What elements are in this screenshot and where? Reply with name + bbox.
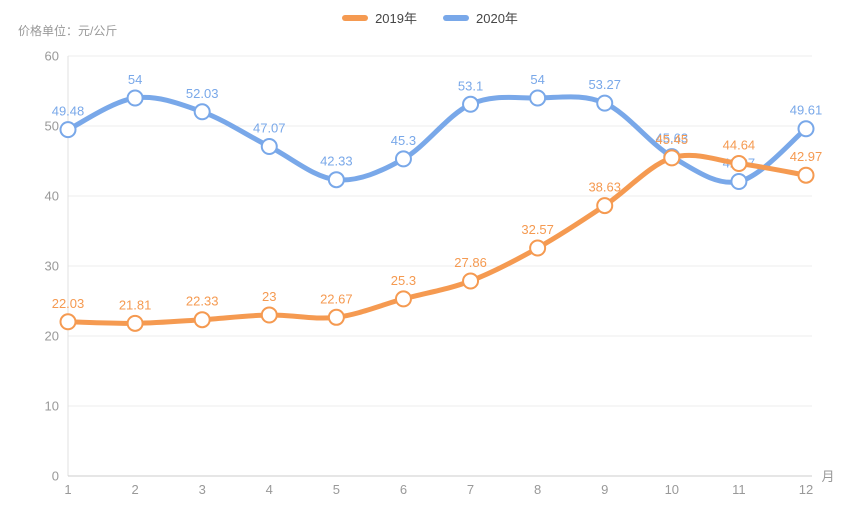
x-axis-tick-label: 12 — [799, 482, 813, 497]
data-point-2020-m5[interactable] — [327, 171, 345, 189]
data-label-2020-m12: 49.61 — [790, 103, 823, 118]
x-axis-tick-label: 10 — [665, 482, 679, 497]
data-label-2019-m2: 21.81 — [119, 297, 152, 312]
data-label-2020-m4: 47.07 — [253, 121, 286, 136]
data-label-2019-m12: 42.97 — [790, 149, 823, 164]
y-axis-unit-label: 价格单位：元/公斤 — [18, 24, 118, 38]
x-axis-tick-label: 6 — [400, 482, 407, 497]
data-point-2020-m1[interactable] — [59, 121, 77, 139]
data-point-2020-m12[interactable] — [797, 120, 815, 138]
x-axis-name-label: 月 — [821, 469, 834, 484]
data-point-2019-m2[interactable] — [126, 314, 144, 332]
data-label-2020-m1: 49.48 — [52, 104, 85, 119]
data-point-2019-m6[interactable] — [394, 290, 412, 308]
data-label-2019-m11: 44.64 — [723, 138, 756, 153]
y-axis-tick-label: 20 — [45, 329, 59, 344]
y-axis-tick-label: 30 — [45, 259, 59, 274]
data-point-2020-m8[interactable] — [529, 89, 547, 107]
x-axis-tick-label: 1 — [64, 482, 71, 497]
series-line-2020 — [65, 94, 809, 185]
x-axis-tick-label: 9 — [601, 482, 608, 497]
data-point-2019-m11[interactable] — [730, 155, 748, 173]
series-line-2019 — [65, 152, 809, 326]
data-label-2019-m10: 45.45 — [656, 132, 689, 147]
data-label-2019-m8: 32.57 — [521, 222, 554, 237]
data-label-2020-m10: 45.63 — [656, 131, 689, 146]
data-label-2020-m2: 54 — [128, 72, 142, 87]
legend-item-label: 2020年 — [476, 11, 518, 26]
x-axis-tick-label: 3 — [199, 482, 206, 497]
data-point-2019-m1[interactable] — [59, 313, 77, 331]
y-axis-tick-label: 40 — [45, 189, 59, 204]
data-label-2019-m6: 25.3 — [391, 273, 416, 288]
data-point-2019-m9[interactable] — [596, 197, 614, 215]
x-axis-tick-label: 11 — [732, 482, 746, 497]
x-axis-tick-label: 4 — [266, 482, 273, 497]
data-point-2020-m11[interactable] — [730, 173, 748, 191]
data-label-2019-m5: 22.67 — [320, 291, 353, 306]
data-point-2019-m8[interactable] — [529, 239, 547, 257]
legend-item-2020[interactable]: 2020年 — [443, 8, 518, 27]
legend-swatch — [443, 14, 469, 21]
data-point-2019-m3[interactable] — [193, 311, 211, 329]
chart-legend: 2019年 2020年 — [0, 8, 860, 27]
data-label-2019-m3: 22.33 — [186, 294, 219, 309]
legend-item-label: 2019年 — [375, 11, 417, 26]
legend-item-2019[interactable]: 2019年 — [342, 8, 417, 27]
y-axis-tick-label: 50 — [45, 119, 59, 134]
data-point-2020-m4[interactable] — [260, 138, 278, 156]
x-axis-tick-label: 5 — [333, 482, 340, 497]
data-point-2020-m7[interactable] — [462, 95, 480, 113]
data-label-2020-m6: 45.3 — [391, 133, 416, 148]
data-point-2019-m10[interactable] — [663, 149, 681, 167]
legend-swatch — [342, 14, 369, 21]
data-point-2019-m4[interactable] — [260, 306, 278, 324]
data-point-2020-m9[interactable] — [596, 94, 614, 112]
y-axis-tick-label: 60 — [45, 49, 59, 64]
data-label-2020-m7: 53.1 — [458, 78, 483, 93]
data-label-2020-m8: 54 — [530, 72, 544, 87]
y-axis-tick-label: 10 — [45, 399, 59, 414]
data-label-2020-m5: 42.33 — [320, 154, 353, 169]
x-axis-tick-label: 2 — [131, 482, 138, 497]
x-axis-tick-label: 7 — [467, 482, 474, 497]
data-point-2020-m2[interactable] — [126, 89, 144, 107]
data-point-2019-m5[interactable] — [327, 308, 345, 326]
data-label-2019-m4: 23 — [262, 289, 276, 304]
data-label-2020-m9: 53.27 — [588, 77, 621, 92]
data-point-2020-m6[interactable] — [394, 150, 412, 168]
y-axis-tick-label: 0 — [52, 469, 59, 484]
x-axis-tick-label: 8 — [534, 482, 541, 497]
data-point-2020-m3[interactable] — [193, 103, 211, 121]
data-point-2019-m12[interactable] — [797, 166, 815, 184]
data-point-2019-m7[interactable] — [462, 272, 480, 290]
data-label-2019-m9: 38.63 — [588, 180, 621, 195]
data-label-2019-m7: 27.86 — [454, 255, 487, 270]
data-label-2019-m1: 22.03 — [52, 296, 85, 311]
data-label-2020-m3: 52.03 — [186, 86, 219, 101]
